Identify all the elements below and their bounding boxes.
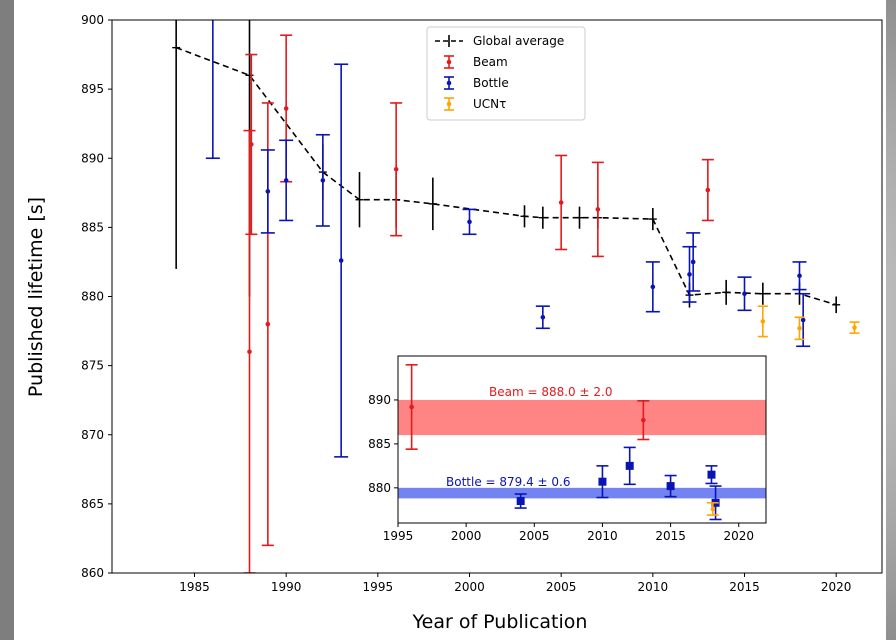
inset-x-tick-label-2000: 2000	[451, 529, 482, 543]
legend-label: UCNτ	[473, 97, 506, 111]
inset-bottle-point-0-marker	[516, 497, 525, 506]
inset-x-tick-label-2005: 2005	[519, 529, 550, 543]
y-tick-label-875: 875	[81, 359, 104, 373]
bottle-point-0	[205, 20, 220, 160]
inset-x-tick-label-2015: 2015	[655, 529, 686, 543]
y-tick-label-885: 885	[81, 220, 104, 234]
legend-entry-beam: Beam	[444, 55, 508, 69]
x-tick-label-1995: 1995	[363, 580, 394, 594]
inset-bottle-point-4-marker	[707, 470, 716, 479]
beam-point-7-marker	[705, 187, 711, 193]
x-tick-label-2015: 2015	[729, 580, 760, 594]
legend-entry-bottle: Bottle	[444, 76, 509, 90]
legend-label: Global average	[473, 34, 564, 48]
inset-frame	[397, 355, 767, 524]
bottle-point-3-marker	[320, 178, 326, 183]
bottle-point-2-marker	[283, 178, 289, 183]
inset-chart: Beam = 888.0 ± 2.0 Bottle = 879.4 ± 0.6 19…	[368, 355, 767, 543]
beam-point-6-marker	[595, 207, 601, 212]
x-tick-label-2000: 2000	[454, 580, 485, 594]
x-tick-label-2020: 2020	[821, 580, 852, 594]
figure-canvas: Published lifetime [s] Year of Publicati…	[14, 0, 886, 640]
inset-bottle-point-2-marker	[625, 461, 634, 470]
inset-band-rect	[398, 487, 766, 499]
x-axis-title: Year of Publication	[412, 611, 588, 633]
x-tick-label-2010: 2010	[638, 580, 669, 594]
y-tick-label-870: 870	[81, 428, 104, 442]
inset-beam-point-0-marker	[409, 404, 414, 410]
inset-series-bottle	[514, 446, 722, 521]
ucn-tau-point-1-marker	[797, 325, 802, 331]
inset-band-beam: Beam = 888.0 ± 2.0	[398, 385, 766, 436]
legend: Global average Beam Bottle UCNτ	[426, 26, 586, 121]
legend-marker	[446, 80, 452, 86]
bottle-point-12-marker	[800, 317, 806, 323]
main-data-layer	[172, 20, 860, 573]
bottle-point-11-marker	[797, 273, 802, 279]
legend-marker	[446, 59, 452, 65]
inset-beam-point-1-marker	[641, 417, 646, 423]
ucn-tau-point-0-marker	[760, 319, 766, 324]
y-tick-label-865: 865	[81, 497, 104, 511]
inset-band-label: Beam = 888.0 ± 2.0	[489, 385, 612, 399]
y-tick-label-900: 900	[81, 13, 104, 27]
inset-bottle-point-1-marker	[598, 477, 607, 486]
inset-series-beam	[405, 363, 650, 450]
inset-bottle-point-3-marker	[666, 482, 675, 491]
x-tick-label-1990: 1990	[271, 580, 302, 594]
y-tick-label-880: 880	[81, 290, 104, 304]
bottle-point-4-marker	[338, 258, 344, 263]
legend-marker	[446, 101, 452, 107]
inset-y-tick-label-880: 880	[368, 481, 391, 495]
inset-x-tick-label-2010: 2010	[587, 529, 618, 543]
legend-label: Bottle	[473, 76, 509, 90]
inset-x-tick-label-2020: 2020	[723, 529, 754, 543]
beam-point-2-marker	[265, 321, 271, 327]
y-tick-label-895: 895	[81, 82, 104, 96]
beam-point-0-marker	[247, 349, 252, 355]
legend-entry-ucn-tau: UCNτ	[444, 97, 506, 111]
legend-label: Beam	[473, 55, 508, 69]
inset-x-tick-label-1995: 1995	[383, 529, 414, 543]
inset-band-bottle: Bottle = 879.4 ± 0.6	[398, 475, 766, 499]
beam-point-4-marker	[393, 167, 399, 172]
inset-y-tick-label-890: 890	[368, 393, 391, 407]
inset-band-label: Bottle = 879.4 ± 0.6	[446, 475, 571, 489]
legend-box	[426, 26, 586, 121]
beam-point-3-marker	[283, 106, 289, 111]
inset-series-ucn-tau	[706, 501, 719, 516]
bottle-point-8-marker	[687, 272, 692, 277]
bottle-point-1-marker	[265, 189, 271, 194]
bottle-point-9-marker	[690, 259, 696, 265]
beam-point-1-marker	[249, 142, 254, 147]
bottle-point-7-marker	[650, 284, 656, 290]
beam-point-5-marker	[558, 200, 564, 205]
lifetime-chart: Published lifetime [s] Year of Publicati…	[25, 13, 883, 633]
series-bottle	[205, 20, 811, 458]
x-tick-label-2005: 2005	[546, 580, 577, 594]
inset-y-tick-label-885: 885	[368, 437, 391, 451]
inset-ucn-tau-point-0-marker	[710, 506, 716, 512]
y-tick-label-890: 890	[81, 151, 104, 165]
y-axis-title: Published lifetime [s]	[25, 197, 47, 397]
series-ucn-tau	[757, 305, 860, 341]
bottle-point-5-marker	[467, 219, 472, 225]
legend-entry-global-average: Global average	[435, 34, 564, 48]
ucn-tau-point-2-marker	[852, 325, 857, 330]
bottle-point-10-marker	[742, 291, 747, 297]
inset-band-rect	[398, 399, 766, 436]
y-tick-label-860: 860	[81, 566, 104, 580]
window-edge	[0, 0, 14, 640]
bottle-point-6-marker	[540, 314, 546, 320]
x-tick-label-1985: 1985	[179, 580, 210, 594]
